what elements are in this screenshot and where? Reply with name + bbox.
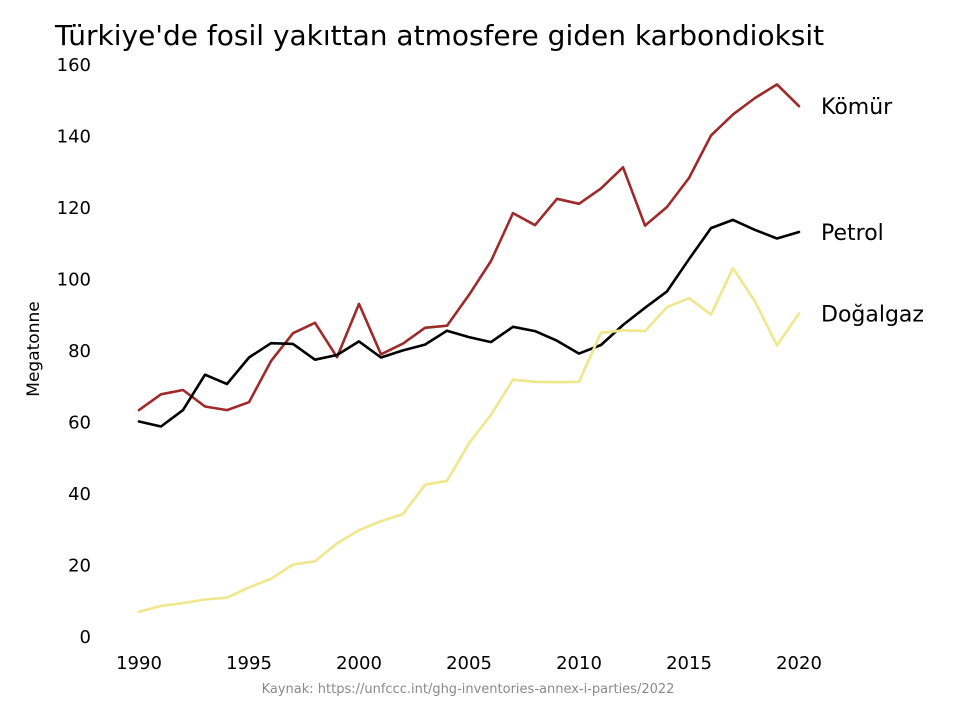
y-tick-label: 100 <box>57 270 91 291</box>
x-tick-label: 2005 <box>446 653 492 674</box>
x-tick-label: 2020 <box>776 653 822 674</box>
y-tick-label: 120 <box>57 198 91 219</box>
x-tick-label: 2000 <box>336 653 382 674</box>
series-line-1 <box>137 83 801 412</box>
y-tick-label: 60 <box>68 413 91 434</box>
series-label-3: Doğalgaz <box>821 303 924 328</box>
y-tick-label: 160 <box>57 55 91 76</box>
series-lines <box>137 83 801 614</box>
y-tick-label: 80 <box>68 341 91 362</box>
source-note: Kaynak: https://unfccc.int/ghg-inventori… <box>262 682 675 697</box>
y-tick-label: 0 <box>80 627 91 648</box>
chart-title: Türkiye'de fosil yakıttan atmosfere gide… <box>54 19 824 52</box>
series-labels: Kömür Petrol Doğalgaz <box>821 95 924 327</box>
series-label-1: Kömür <box>821 95 893 120</box>
x-tick-label: 2010 <box>556 653 602 674</box>
y-axis-ticks: 0 20 40 60 80 100 120 140 160 <box>57 55 91 648</box>
series-line-3 <box>137 266 801 614</box>
series-line-2 <box>137 218 801 428</box>
y-tick-label: 40 <box>68 484 91 505</box>
y-tick-label: 140 <box>57 127 91 148</box>
x-tick-label: 2015 <box>666 653 712 674</box>
x-tick-label: 1990 <box>116 653 162 674</box>
y-tick-label: 20 <box>68 556 91 577</box>
y-axis-label: Megatonne <box>24 301 44 396</box>
x-axis-ticks: 1990 1995 2000 2005 2010 2015 2020 <box>116 653 822 674</box>
x-tick-label: 1995 <box>226 653 272 674</box>
series-label-2: Petrol <box>821 221 884 246</box>
